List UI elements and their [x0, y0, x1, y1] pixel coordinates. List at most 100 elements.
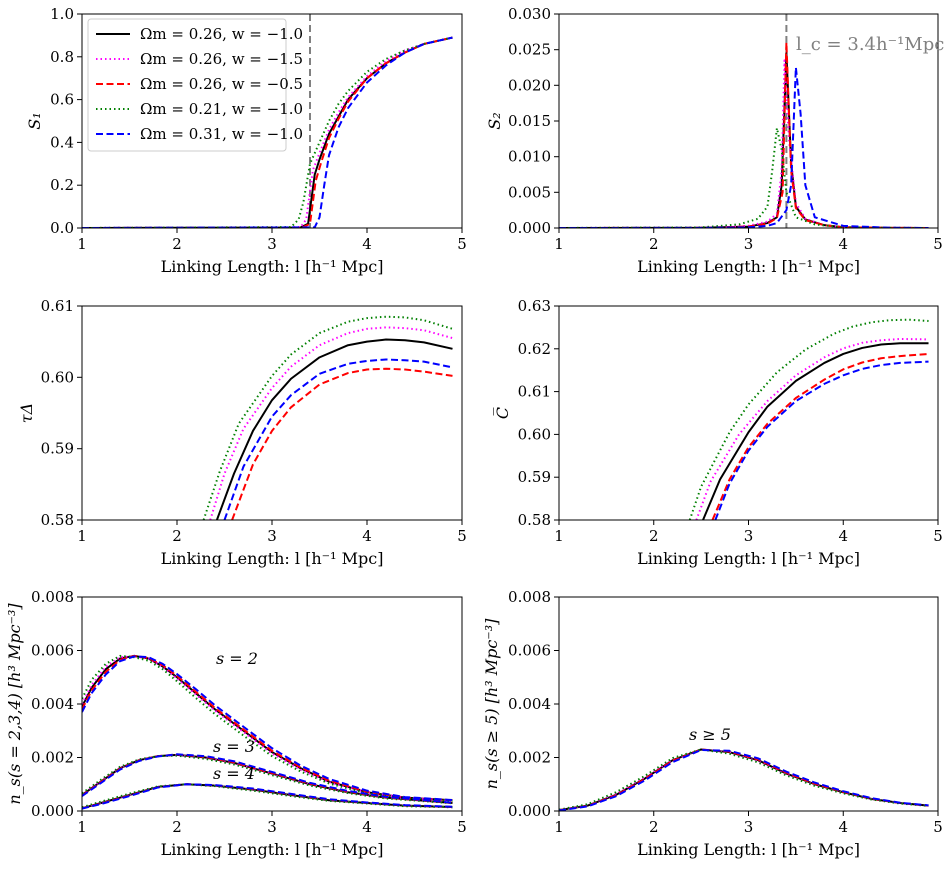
- y-ticks: 0.58 0.59 0.60 0.61 0.62 0.63: [518, 297, 559, 529]
- x-tick-label: 3: [267, 527, 277, 545]
- series-line-0: [559, 52, 929, 228]
- x-axis-label: Linking Length: l [h⁻¹ Mpc]: [637, 257, 860, 276]
- y-tick-label: 0.58: [518, 511, 551, 529]
- x-tick-label: 5: [933, 818, 943, 836]
- legend-label: Ωm = 0.26, w = −1.5: [140, 50, 303, 68]
- series-line-0: [215, 338, 453, 520]
- x-tick-label: 5: [457, 527, 467, 545]
- legend-entry: Ωm = 0.21, w = −1.0: [96, 100, 303, 118]
- panel-s2: 1 2 3 4 5 0.000 0.005 0.010 0.015 0.020 …: [485, 5, 944, 276]
- y-tick-label: 0.8: [50, 48, 74, 66]
- x-tick-label: 3: [744, 527, 754, 545]
- y-tick-label: 0.025: [508, 41, 551, 59]
- series-line-3: [202, 315, 453, 520]
- plot-frame: [558, 596, 939, 812]
- series-line-1: [559, 748, 929, 811]
- x-tick-label: 3: [267, 235, 277, 253]
- series-line-1: [209, 326, 453, 520]
- x-tick-label: 1: [554, 527, 564, 545]
- legend-label: Ωm = 0.26, w = −0.5: [140, 75, 303, 93]
- x-tick-label: 2: [649, 818, 659, 836]
- series-label-s5: s ≥ 5: [689, 725, 731, 744]
- x-tick-label: 5: [457, 235, 467, 253]
- y-tick-label: 0.62: [518, 340, 551, 358]
- x-tick-label: 2: [172, 235, 182, 253]
- y-tick-label: 0.030: [508, 5, 551, 23]
- series-line-2: [559, 748, 929, 811]
- y-axis-label: n_s(s = 2,3,4) [h³ Mpc⁻³]: [5, 603, 24, 805]
- series-line-1: [695, 337, 929, 520]
- legend-label: Ωm = 0.21, w = −1.0: [140, 100, 303, 118]
- y-tick-label: 0.008: [508, 588, 551, 606]
- plot-lines: [82, 14, 453, 228]
- x-tick-label: 4: [838, 235, 848, 253]
- y-tick-label: 0.61: [41, 297, 74, 315]
- y-tick-label: 0.4: [50, 133, 74, 151]
- x-ticks: 1 2 3 4 5: [77, 228, 467, 253]
- y-tick-label: 0.005: [508, 183, 551, 201]
- series-line-2: [711, 352, 929, 520]
- x-ticks: 1 2 3 4 5: [554, 811, 943, 836]
- series-line-4: [82, 36, 453, 228]
- x-ticks: 1 2 3 4 5: [77, 811, 467, 836]
- x-ticks: 1 2 3 4 5: [77, 520, 467, 545]
- legend-entry: Ωm = 0.26, w = −1.0: [96, 25, 303, 43]
- x-axis-label: Linking Length: l [h⁻¹ Mpc]: [637, 549, 860, 568]
- x-tick-label: 3: [744, 818, 754, 836]
- y-axis-label: n_s(s ≥ 5) [h³ Mpc⁻³]: [482, 618, 501, 790]
- y-ticks: 0.0 0.2 0.4 0.6 0.8 1.0: [50, 5, 82, 237]
- y-tick-label: 0.63: [518, 297, 551, 315]
- y-axis-label: τΔ: [17, 403, 36, 423]
- series-line-4: [714, 360, 929, 520]
- panel-ns-large: 1 2 3 4 5 0.000 0.002 0.004 0.006 0.008 …: [482, 588, 943, 859]
- legend-frame: [87, 18, 287, 152]
- series-line-4: [223, 358, 453, 520]
- plot-frame: [81, 13, 463, 229]
- panel-tau: 1 2 3 4 5 0.58 0.59 0.60 0.61 Linking Le…: [17, 297, 467, 568]
- y-tick-label: 0.60: [518, 425, 551, 443]
- plot-lines: [82, 654, 453, 810]
- panel-s1: 1 2 3 4 5 0.0 0.2 0.4 0.6 0.8 1.0 Linkin…: [25, 5, 467, 276]
- legend-label: Ωm = 0.31, w = −1.0: [140, 125, 303, 143]
- y-axis-label: S₂: [485, 112, 504, 129]
- y-tick-label: 0.0: [50, 219, 74, 237]
- x-tick-label: 5: [933, 235, 943, 253]
- series-line-2: [559, 41, 929, 228]
- legend-entry: Ωm = 0.31, w = −1.0: [96, 125, 303, 143]
- y-ticks: 0.000 0.002 0.004 0.006 0.008: [31, 588, 82, 820]
- y-tick-label: 0.010: [508, 148, 551, 166]
- y-tick-label: 0.61: [518, 383, 551, 401]
- x-axis-label: Linking Length: l [h⁻¹ Mpc]: [637, 840, 860, 859]
- legend-label: Ωm = 0.26, w = −1.0: [140, 25, 303, 43]
- series-line-0: [559, 748, 929, 811]
- x-tick-label: 2: [649, 235, 659, 253]
- y-axis-label: C̅: [492, 407, 512, 419]
- series-line-0: [702, 342, 929, 520]
- x-tick-label: 2: [649, 527, 659, 545]
- legend: Ωm = 0.26, w = −1.0 Ωm = 0.26, w = −1.5 …: [87, 18, 303, 152]
- y-tick-label: 0.002: [31, 749, 74, 767]
- x-tick-label: 3: [267, 818, 277, 836]
- x-tick-label: 1: [554, 235, 564, 253]
- y-axis-label: S₁: [25, 112, 44, 129]
- series-line-3: [82, 654, 453, 802]
- y-tick-label: 0.004: [31, 695, 74, 713]
- y-tick-label: 0.000: [508, 802, 551, 820]
- legend-entry: Ωm = 0.26, w = −1.5: [96, 50, 303, 68]
- series-line-2: [82, 36, 453, 228]
- x-tick-label: 1: [77, 527, 87, 545]
- plot-frame: [558, 13, 939, 229]
- series-line-1: [82, 655, 453, 802]
- y-tick-label: 0.008: [31, 588, 74, 606]
- y-tick-label: 1.0: [50, 5, 74, 23]
- x-tick-label: 1: [554, 818, 564, 836]
- x-axis-label: Linking Length: l [h⁻¹ Mpc]: [161, 549, 384, 568]
- y-ticks: 0.000 0.002 0.004 0.006 0.008: [508, 588, 559, 820]
- y-ticks: 0.58 0.59 0.60 0.61: [41, 297, 82, 529]
- plot-frame: [558, 305, 939, 521]
- series-line-3: [82, 36, 453, 228]
- plot-lines: [559, 748, 929, 811]
- x-tick-label: 5: [933, 527, 943, 545]
- y-tick-label: 0.002: [508, 749, 551, 767]
- panel-ns-small: 1 2 3 4 5 0.000 0.002 0.004 0.006 0.008 …: [5, 588, 467, 859]
